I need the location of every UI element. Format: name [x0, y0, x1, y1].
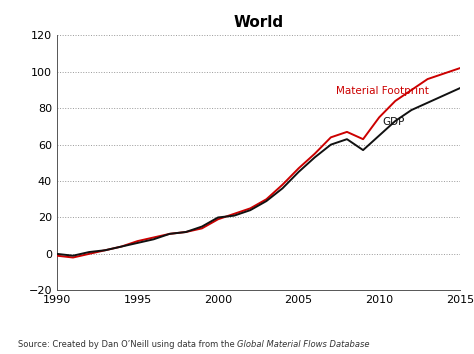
Title: World: World	[233, 15, 283, 30]
Text: GDP: GDP	[383, 116, 405, 127]
Text: Global Material Flows Database: Global Material Flows Database	[237, 340, 370, 349]
Text: Material Footprint: Material Footprint	[336, 86, 428, 96]
Text: Source: Created by Dan O’Neill using data from the: Source: Created by Dan O’Neill using dat…	[18, 340, 237, 349]
